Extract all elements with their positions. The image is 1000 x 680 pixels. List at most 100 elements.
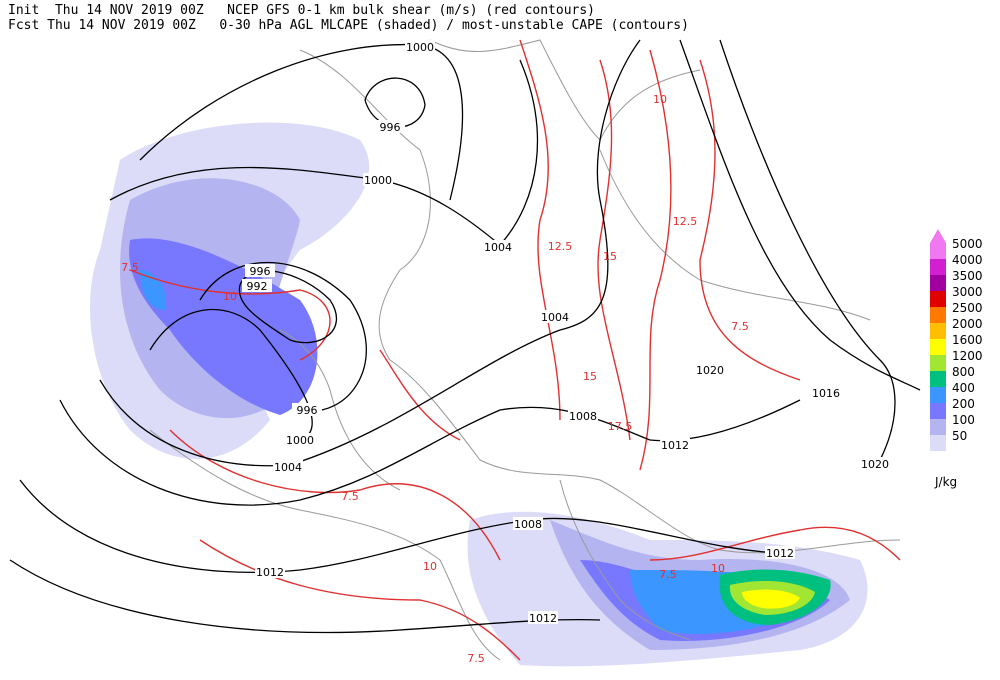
shear-label: 10 <box>223 290 237 303</box>
label-bg <box>245 264 275 277</box>
legend-swatch <box>930 355 946 371</box>
legend-swatch <box>930 435 946 451</box>
isobar-label: 1008 <box>569 410 597 423</box>
label-bg <box>255 565 285 578</box>
shear-label: 10 <box>653 93 667 106</box>
label-bg <box>242 279 272 292</box>
isobar <box>149 308 313 441</box>
legend-swatch <box>930 339 946 355</box>
shear-label: 10 <box>423 560 437 573</box>
legend-label: 100 <box>952 413 975 427</box>
shear-label: 15 <box>603 250 617 263</box>
isobar-label: 1012 <box>661 439 689 452</box>
header-line: Fcst Thu 14 NOV 2019 00Z 0-30 hPa AGL ML… <box>8 18 689 33</box>
isobar-label: 1020 <box>696 364 724 377</box>
legend-swatch <box>930 275 946 291</box>
shear-label: 12.5 <box>548 240 573 253</box>
legend: 5000 4000 3500 3000 2500 2000 1600 1200 800 400 20… <box>930 229 983 489</box>
shear-label: 12.5 <box>673 215 698 228</box>
legend-label: 1600 <box>952 333 983 347</box>
isobar-label: 1004 <box>484 241 512 254</box>
isobar-label: 1000 <box>286 434 314 447</box>
coastline <box>299 49 901 554</box>
coastline <box>279 329 401 491</box>
label-bg <box>660 438 690 451</box>
isobar-label: 996 <box>250 265 271 278</box>
shear-label: 7.5 <box>659 568 677 581</box>
cape-shading <box>742 589 800 609</box>
isobar <box>19 479 781 574</box>
shear-label: 7.5 <box>121 261 139 274</box>
isobar <box>99 39 641 467</box>
legend-label: 50 <box>952 429 967 443</box>
shear-label: 7.5 <box>341 490 359 503</box>
legend-label: 1200 <box>952 349 983 363</box>
shear-contour <box>699 59 801 381</box>
isobar-label: 1004 <box>541 311 569 324</box>
isobar <box>679 39 921 391</box>
header-line: Init Thu 14 NOV 2019 00Z NCEP GFS 0-1 km… <box>8 3 595 18</box>
label-bg <box>695 363 725 376</box>
coastline <box>149 429 501 661</box>
shear-contour <box>199 539 521 661</box>
coastline <box>599 149 871 321</box>
isobar-label: 1000 <box>364 174 392 187</box>
label-bg <box>375 120 405 133</box>
legend-label: 3000 <box>952 285 983 299</box>
legend-label: 800 <box>952 365 975 379</box>
legend-swatch <box>930 243 946 259</box>
label-bg <box>540 310 570 323</box>
label-bg <box>483 240 513 253</box>
legend-swatch <box>930 291 946 307</box>
isobar-label: 996 <box>380 121 401 134</box>
isobar-label: 1012 <box>256 566 284 579</box>
shear-label: 10 <box>711 562 725 575</box>
isobar-label: 1004 <box>274 461 302 474</box>
label-bg <box>860 457 890 470</box>
isobar <box>199 262 367 412</box>
map-layers: 1000 996 1000 1004 996 992 1004 1020 1016 1008 996… <box>9 39 921 667</box>
label-bg <box>363 173 393 186</box>
legend-swatch <box>930 323 946 339</box>
legend-label: 400 <box>952 381 975 395</box>
isobar-label: 1000 <box>406 41 434 54</box>
isobar-label: 1016 <box>812 387 840 400</box>
label-bg <box>765 546 795 559</box>
legend-label: 4000 <box>952 253 983 267</box>
legend-swatch <box>930 387 946 403</box>
shear-contour <box>639 49 672 471</box>
cape-shading <box>129 238 318 415</box>
shear-label: 17.5 <box>608 420 633 433</box>
label-bg <box>528 611 558 624</box>
label-bg <box>285 433 315 446</box>
shear-contour <box>169 429 501 561</box>
shear-label: 7.5 <box>731 320 749 333</box>
shear-label: 7.5 <box>467 652 485 665</box>
cape-shading <box>140 270 166 310</box>
isobar-label: 1008 <box>514 518 542 531</box>
isobar-label: 1020 <box>861 458 889 471</box>
shear-contour <box>519 39 561 421</box>
isobar-label: 992 <box>247 280 268 293</box>
shear-contour <box>379 349 461 441</box>
coastline <box>429 39 701 141</box>
legend-swatch <box>930 371 946 387</box>
coastline <box>559 479 691 641</box>
shear-contour <box>129 269 331 361</box>
label-bg <box>405 40 435 53</box>
isobar <box>719 39 896 461</box>
isobar-label: 1012 <box>529 612 557 625</box>
label-bg <box>513 517 543 530</box>
shear-contour <box>597 59 631 441</box>
label-bg <box>568 409 598 422</box>
label-bg <box>273 460 303 473</box>
isobar-label: 996 <box>297 404 318 417</box>
legend-label: 5000 <box>952 237 983 251</box>
legend-label: 2500 <box>952 301 983 315</box>
legend-swatch <box>930 419 946 435</box>
legend-label: 3500 <box>952 269 983 283</box>
shear-contour <box>649 526 901 561</box>
label-bg <box>811 386 841 399</box>
legend-swatch <box>930 259 946 275</box>
